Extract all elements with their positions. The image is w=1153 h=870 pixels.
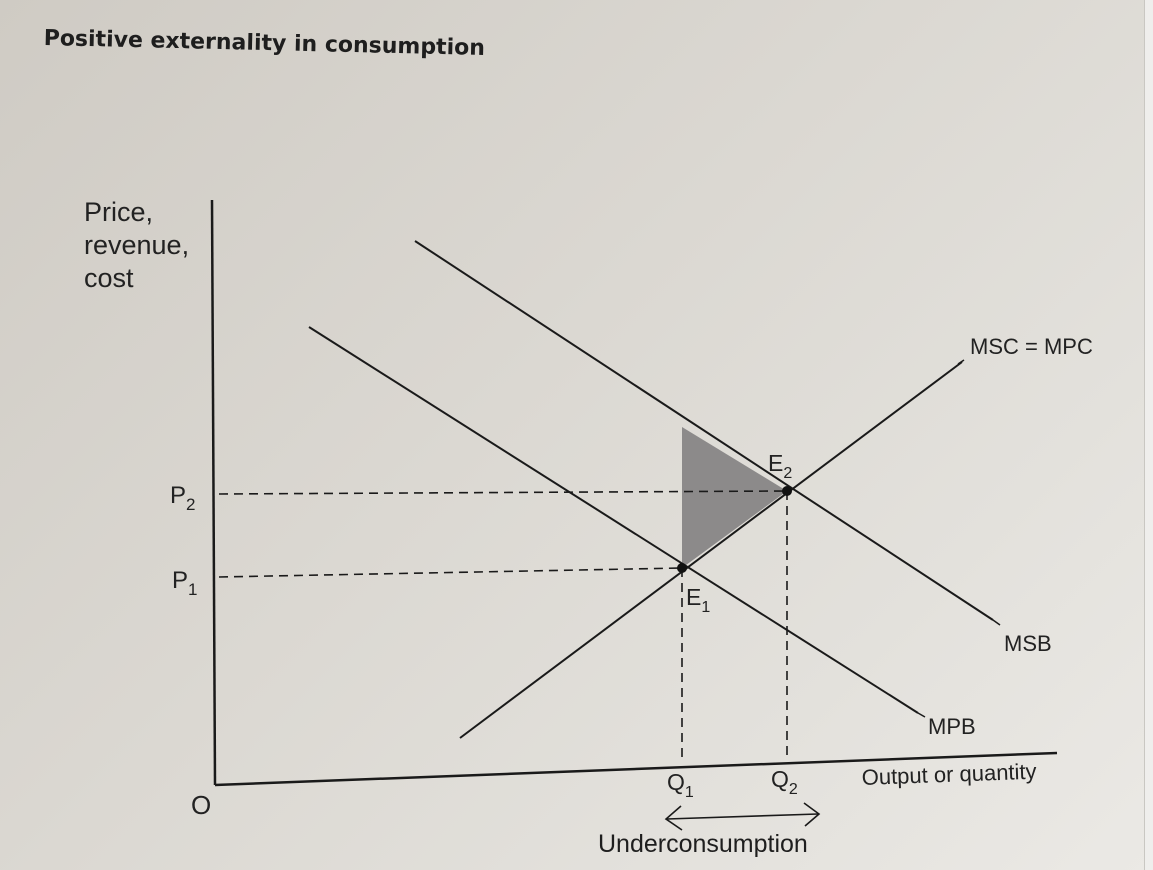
e1-label: E1: [686, 584, 710, 616]
x-axis-label: Output or quantity: [861, 759, 1037, 790]
x-axis: [214, 751, 1058, 787]
e2-label: E2: [768, 450, 792, 482]
e1-letter: E: [686, 584, 701, 610]
p1-label: P1: [172, 567, 197, 599]
p1-subscript: 1: [188, 580, 197, 599]
y-axis-label-line-3: cost: [84, 263, 134, 293]
e1-point: [677, 563, 687, 573]
p1-letter: P: [172, 567, 188, 594]
q2-subscript: 2: [789, 781, 798, 798]
underconsumption-arrow: [664, 802, 821, 831]
y-axis-label-line-1: Price,: [84, 197, 154, 227]
supply-curve-label: MSC = MPC: [970, 334, 1093, 359]
q2-label: Q2: [771, 766, 798, 798]
p2-label: P2: [170, 482, 195, 514]
y-axis: [210, 199, 217, 786]
q1-label: Q1: [667, 769, 694, 801]
msb-curve: [414, 240, 994, 621]
e2-letter: E: [768, 450, 783, 476]
e1-subscript: 1: [701, 599, 710, 616]
underconsumption-label: Underconsumption: [598, 830, 808, 858]
q1-subscript: 1: [685, 784, 694, 801]
msb-curve-label: MSB: [1004, 631, 1052, 656]
p2-subscript: 2: [186, 495, 195, 514]
origin-label: O: [191, 790, 211, 820]
p2-guide-line: [218, 490, 788, 495]
welfare-loss-triangle: [682, 427, 787, 568]
p2-letter: P: [170, 482, 186, 509]
q2-letter: Q: [771, 766, 789, 792]
supply-curve: [459, 361, 963, 739]
supply-label-tick: [957, 359, 965, 365]
y-axis-label-line-2: revenue,: [84, 230, 190, 260]
q1-letter: Q: [667, 769, 685, 795]
mpb-curve: [308, 326, 919, 714]
msb-label-tick: [992, 619, 1001, 626]
e2-subscript: 2: [783, 465, 792, 482]
e2-point: [782, 486, 792, 496]
mpb-curve-label: MPB: [928, 714, 976, 739]
p1-guide-line: [218, 567, 683, 578]
mpb-label-tick: [917, 712, 926, 718]
page-edge: [1144, 0, 1153, 870]
